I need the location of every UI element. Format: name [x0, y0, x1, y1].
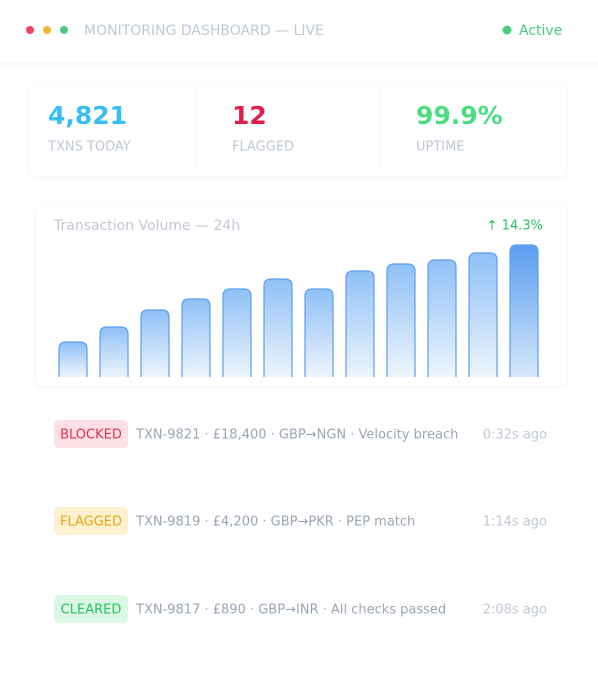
stats-card	[30, 84, 566, 176]
status-badge	[54, 420, 128, 448]
stat-label: UPTIME	[416, 140, 465, 155]
chart-annotation: ↑ 14.3%	[487, 219, 543, 234]
status-dot	[502, 25, 512, 35]
status-badge	[54, 507, 128, 535]
window-dot	[26, 26, 34, 34]
bars	[58, 244, 539, 377]
status: Active	[519, 23, 562, 39]
bar	[386, 263, 416, 377]
window-dot	[60, 26, 68, 34]
chart-title: Transaction Volume — 24h	[53, 218, 240, 234]
status-label: CLEARED	[61, 603, 122, 618]
window-dot	[43, 26, 51, 34]
bar	[140, 309, 170, 377]
alert-detail: TXN-9821 · £18,400 · GBP→NGN · Velocity …	[135, 428, 458, 443]
status-label: FLAGGED	[60, 515, 122, 530]
stat-value: 12	[232, 101, 267, 130]
alerts: BLOCKED TXN-9821 · £18,400 · GBP→NGN · Ve…	[54, 420, 547, 623]
bar	[509, 244, 539, 377]
stat-value: 4,821	[48, 101, 127, 130]
stat-value: 99.9%	[416, 101, 503, 130]
stat-label: TXNS TODAY	[47, 140, 131, 155]
top-bar	[0, 0, 598, 62]
alert-time: 2:08s ago	[483, 603, 547, 618]
alert-time: 0:32s ago	[483, 428, 547, 443]
alert-detail: TXN-9819 · £4,200 · GBP→PKR · PEP match	[135, 515, 415, 530]
alert-time: 1:14s ago	[483, 515, 547, 530]
bar	[58, 341, 88, 377]
bar	[263, 278, 293, 377]
bar	[181, 298, 211, 377]
stat-label: FLAGGED	[232, 140, 294, 155]
bar	[468, 252, 498, 377]
bar	[222, 288, 252, 377]
bar	[99, 326, 129, 377]
bar	[304, 288, 334, 377]
bar	[427, 259, 457, 377]
bar	[345, 270, 375, 377]
status-badge	[54, 595, 128, 623]
status-label: BLOCKED	[60, 428, 122, 443]
dashboard-title: MONITORING DASHBOARD — LIVE	[84, 23, 324, 39]
alert-detail: TXN-9817 · £890 · GBP→INR · All checks p…	[135, 603, 446, 618]
